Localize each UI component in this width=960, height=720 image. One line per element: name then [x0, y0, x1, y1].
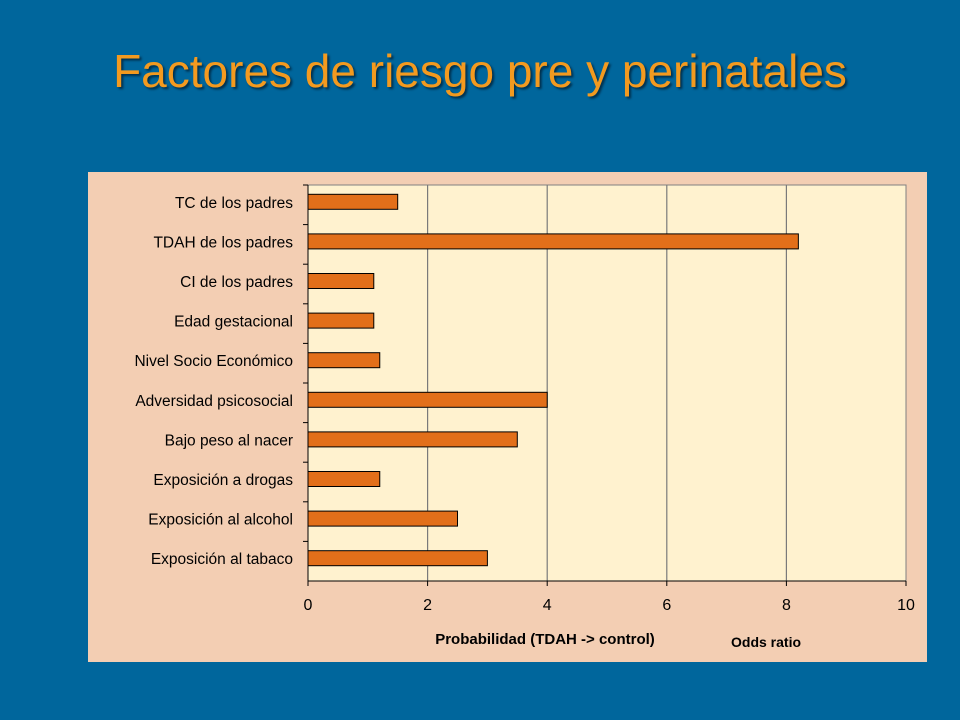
bar — [307, 273, 375, 289]
bar — [307, 312, 375, 329]
x-axis-title: Probabilidad (TDAH -> control) — [435, 631, 655, 648]
category-label: Edad gestacional — [174, 314, 293, 331]
category-label: Exposición a drogas — [153, 472, 293, 489]
chart-panel: 0 2 4 6 8 10 TC de los padres TDAH de los padre… — [88, 172, 927, 662]
bar — [307, 550, 488, 567]
x-tick-label: 2 — [423, 597, 432, 614]
x-tick-label: 4 — [543, 597, 552, 614]
bar — [307, 431, 518, 448]
category-label: Bajo peso al nacer — [165, 432, 293, 449]
category-label: TDAH de los padres — [153, 234, 293, 251]
category-label: Exposición al alcohol — [148, 512, 293, 529]
bar — [307, 471, 381, 487]
bar — [307, 391, 548, 408]
category-label: Adversidad psicosocial — [135, 393, 293, 410]
x-tick-label: 0 — [304, 597, 313, 614]
odds-ratio-note: Odds ratio — [731, 634, 802, 650]
category-label: Nivel Socio Económico — [134, 353, 293, 370]
category-label: TC de los padres — [175, 195, 293, 212]
x-tick-label: 6 — [662, 597, 671, 614]
bar — [307, 193, 399, 210]
bar — [307, 352, 381, 369]
bar — [307, 510, 458, 527]
x-tick-label: 8 — [782, 597, 791, 614]
bar — [307, 233, 799, 250]
category-label: CI de los padres — [180, 274, 293, 291]
category-label: Exposición al tabaco — [151, 551, 293, 568]
slide-title: Factores de riesgo pre y perinatales — [113, 45, 847, 97]
x-tick-label: 10 — [897, 597, 915, 614]
bar-chart: 0 2 4 6 8 10 TC de los padres TDAH de los padre… — [134, 184, 915, 648]
